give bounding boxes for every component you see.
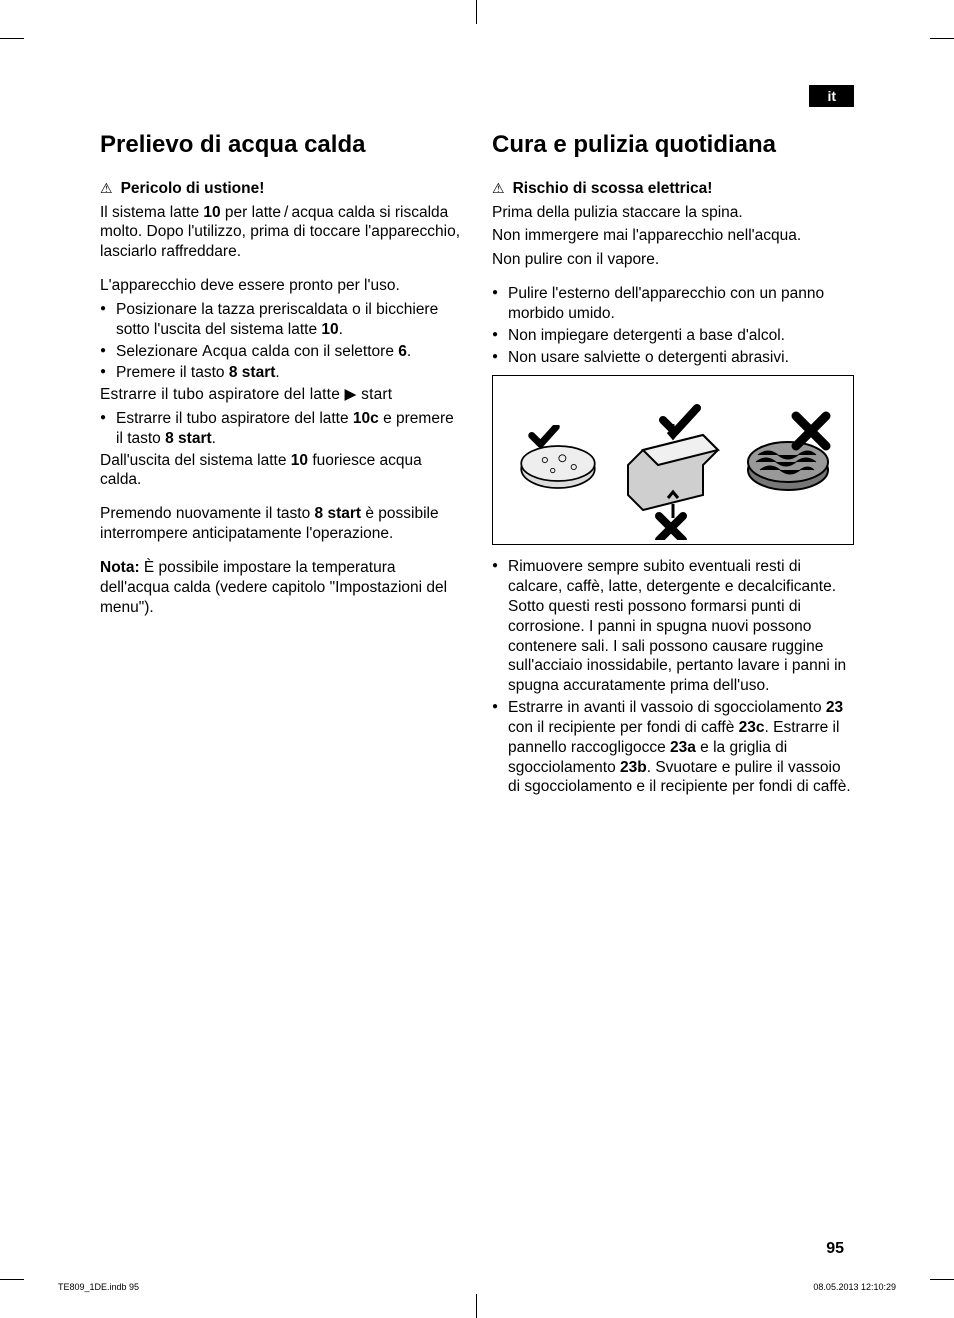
ref-10: 10 bbox=[321, 321, 338, 338]
text: con il selettore bbox=[290, 343, 399, 360]
outflow-line: Dall'uscita del sistema latte 10 fuories… bbox=[100, 451, 462, 491]
crop-mark bbox=[930, 1279, 954, 1280]
text: . bbox=[212, 430, 216, 447]
ref-10: 10 bbox=[291, 452, 308, 469]
language-tab: it bbox=[809, 85, 854, 107]
note-line: Nota: È possibile impostare la tempe­rat… bbox=[100, 558, 462, 617]
crop-mark bbox=[0, 38, 24, 39]
ref-8start: 8 start bbox=[165, 430, 212, 447]
warn-line-1: Prima della pulizia staccare la spina. bbox=[492, 203, 854, 223]
ref-6: 6 bbox=[398, 343, 407, 360]
steps-list: Posizionare la tazza preriscaldata o il … bbox=[100, 300, 462, 383]
ready-line: L'apparecchio deve essere pronto per l'u… bbox=[100, 276, 462, 296]
text: Estrarre in avanti il vassoio di sgoccio… bbox=[508, 699, 826, 716]
right-column: Cura e pulizia quotidiana ⚠ Rischio di s… bbox=[492, 130, 854, 799]
ref-10: 10 bbox=[203, 204, 220, 221]
heading-left: Prelievo di acqua calda bbox=[100, 130, 462, 161]
warning-icon: ⚠ bbox=[492, 180, 505, 198]
sponge-ok-icon bbox=[508, 425, 608, 495]
text: con il recipiente per fondi di caffè bbox=[508, 719, 739, 736]
text: Estrarre il tubo aspiratore del latte bbox=[116, 410, 353, 427]
step-2: Selezionare Acqua calda con il selettore… bbox=[100, 342, 462, 362]
display-text: Acqua calda bbox=[202, 343, 290, 360]
text: . bbox=[275, 364, 279, 381]
crop-mark bbox=[476, 0, 477, 24]
text: . bbox=[339, 321, 343, 338]
footer-file: TE809_1DE.indb 95 bbox=[58, 1282, 139, 1292]
clean-3: Non usare salviette o detergenti abrasiv… bbox=[492, 348, 854, 368]
again-line: Premendo nuovamente il tasto 8 start è p… bbox=[100, 504, 462, 544]
steps-list-2: Estrarre il tubo aspiratore del latte 10… bbox=[100, 409, 462, 449]
text: Il sistema latte bbox=[100, 204, 203, 221]
warning-text: Pericolo di ustione! bbox=[121, 179, 265, 199]
text: Selezionare bbox=[116, 343, 202, 360]
warning-icon: ⚠ bbox=[100, 180, 113, 198]
text: Dall'uscita del sistema latte bbox=[100, 452, 291, 469]
ref-8start: 8 start bbox=[315, 505, 362, 522]
ref-23: 23 bbox=[826, 699, 843, 716]
note-label: Nota: bbox=[100, 559, 140, 576]
crop-mark bbox=[0, 1279, 24, 1280]
ref-23a: 23a bbox=[670, 739, 696, 756]
warning-text: Rischio di scossa elettrica! bbox=[513, 179, 713, 199]
heading-right: Cura e pulizia quotidiana bbox=[492, 130, 854, 161]
step-1: Posizionare la tazza preriscaldata o il … bbox=[100, 300, 462, 340]
step-3: Premere il tasto 8 start. bbox=[100, 363, 462, 383]
warning-right: ⚠ Rischio di scossa elettrica! bbox=[492, 179, 854, 199]
page-body: Prelievo di acqua calda ⚠ Pericolo di us… bbox=[100, 130, 854, 799]
left-column: Prelievo di acqua calda ⚠ Pericolo di us… bbox=[100, 130, 462, 799]
display-line: Estrarre il tubo aspiratore del latte ▶ … bbox=[100, 385, 462, 405]
step-4: Estrarre il tubo aspiratore del latte 10… bbox=[100, 409, 462, 449]
ref-23b: 23b bbox=[620, 759, 647, 776]
ref-23c: 23c bbox=[739, 719, 765, 736]
cleaning-illustration bbox=[492, 375, 854, 545]
clean-list-2: Rimuovere sempre subito eventuali resti … bbox=[492, 557, 854, 797]
text: Posizionare la tazza preriscaldata o il … bbox=[116, 301, 438, 338]
text: Premere il tasto bbox=[116, 364, 229, 381]
warning-left: ⚠ Pericolo di ustione! bbox=[100, 179, 462, 199]
footer-timestamp: 08.05.2013 12:10:29 bbox=[813, 1282, 896, 1292]
intro-paragraph: Il sistema latte 10 per latte / acqua ca… bbox=[100, 203, 462, 262]
clean-5: Estrarre in avanti il vassoio di sgoccio… bbox=[492, 698, 854, 797]
text: . bbox=[407, 343, 411, 360]
ref-10c: 10c bbox=[353, 410, 379, 427]
beam-icon bbox=[623, 400, 723, 520]
clean-2: Non impiegare detergenti a base d'alcol. bbox=[492, 326, 854, 346]
note-body: È possibile impostare la tempe­ratura de… bbox=[100, 559, 447, 616]
clean-1: Pulire l'esterno dell'apparecchio con un… bbox=[492, 284, 854, 324]
ref-8start: 8 start bbox=[229, 364, 276, 381]
clean-list-1: Pulire l'esterno dell'apparecchio con un… bbox=[492, 284, 854, 367]
abrasive-pad-no-icon bbox=[738, 410, 838, 510]
text: Premendo nuovamente il tasto bbox=[100, 505, 315, 522]
page-number: 95 bbox=[826, 1240, 844, 1258]
crop-mark bbox=[930, 38, 954, 39]
clean-4: Rimuovere sempre subito eventuali resti … bbox=[492, 557, 854, 696]
warn-line-3: Non pulire con il vapore. bbox=[492, 250, 854, 270]
crop-mark bbox=[476, 1294, 477, 1318]
warn-line-2: Non immergere mai l'apparecchio nell'acq… bbox=[492, 226, 854, 246]
